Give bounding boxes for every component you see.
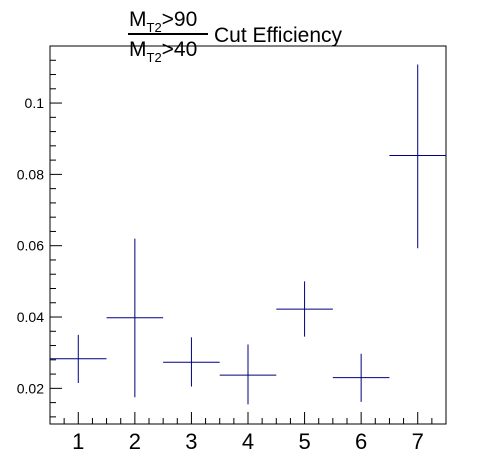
- x-tick-label: 6: [355, 429, 367, 454]
- title-numerator-condition: >90: [162, 8, 198, 31]
- title-numerator-symbol: M: [129, 8, 147, 31]
- title-denominator-condition: >40: [162, 38, 198, 61]
- chart-title: MT2>90 MT2>40 Cut Efficiency: [128, 8, 342, 65]
- y-tick-label: 0.02: [17, 380, 44, 396]
- data-point: [332, 353, 390, 402]
- x-tick-label: 5: [298, 429, 310, 454]
- x-tick-label: 7: [412, 429, 424, 454]
- data-points: [50, 64, 446, 405]
- y-tick-label: 0.08: [17, 166, 44, 182]
- svg-text:MT2>90: MT2>90: [129, 8, 197, 35]
- svg-text:MT2>40: MT2>40: [129, 38, 197, 65]
- x-tick-label: 1: [72, 429, 84, 454]
- data-point: [276, 281, 333, 337]
- data-point: [106, 238, 164, 398]
- x-tick-label: 4: [242, 429, 254, 454]
- data-point: [163, 337, 220, 387]
- data-point: [219, 344, 277, 405]
- y-tick-label: 0.04: [17, 309, 44, 325]
- axes: 0.02 0.04 0.06 0.08 0.1 1 2 3 4 5 6 7: [17, 45, 433, 454]
- title-suffix: Cut Efficiency: [214, 24, 342, 47]
- title-numerator-subscript: T2: [147, 20, 162, 35]
- title-denominator-subscript: T2: [147, 50, 162, 65]
- title-denominator-symbol: M: [129, 38, 147, 61]
- y-tick-label: 0.06: [17, 238, 44, 254]
- x-tick-label: 2: [129, 429, 141, 454]
- data-point: [50, 334, 107, 383]
- data-point: [389, 64, 446, 249]
- x-tick-label: 3: [185, 429, 197, 454]
- y-tick-label: 0.1: [25, 95, 45, 111]
